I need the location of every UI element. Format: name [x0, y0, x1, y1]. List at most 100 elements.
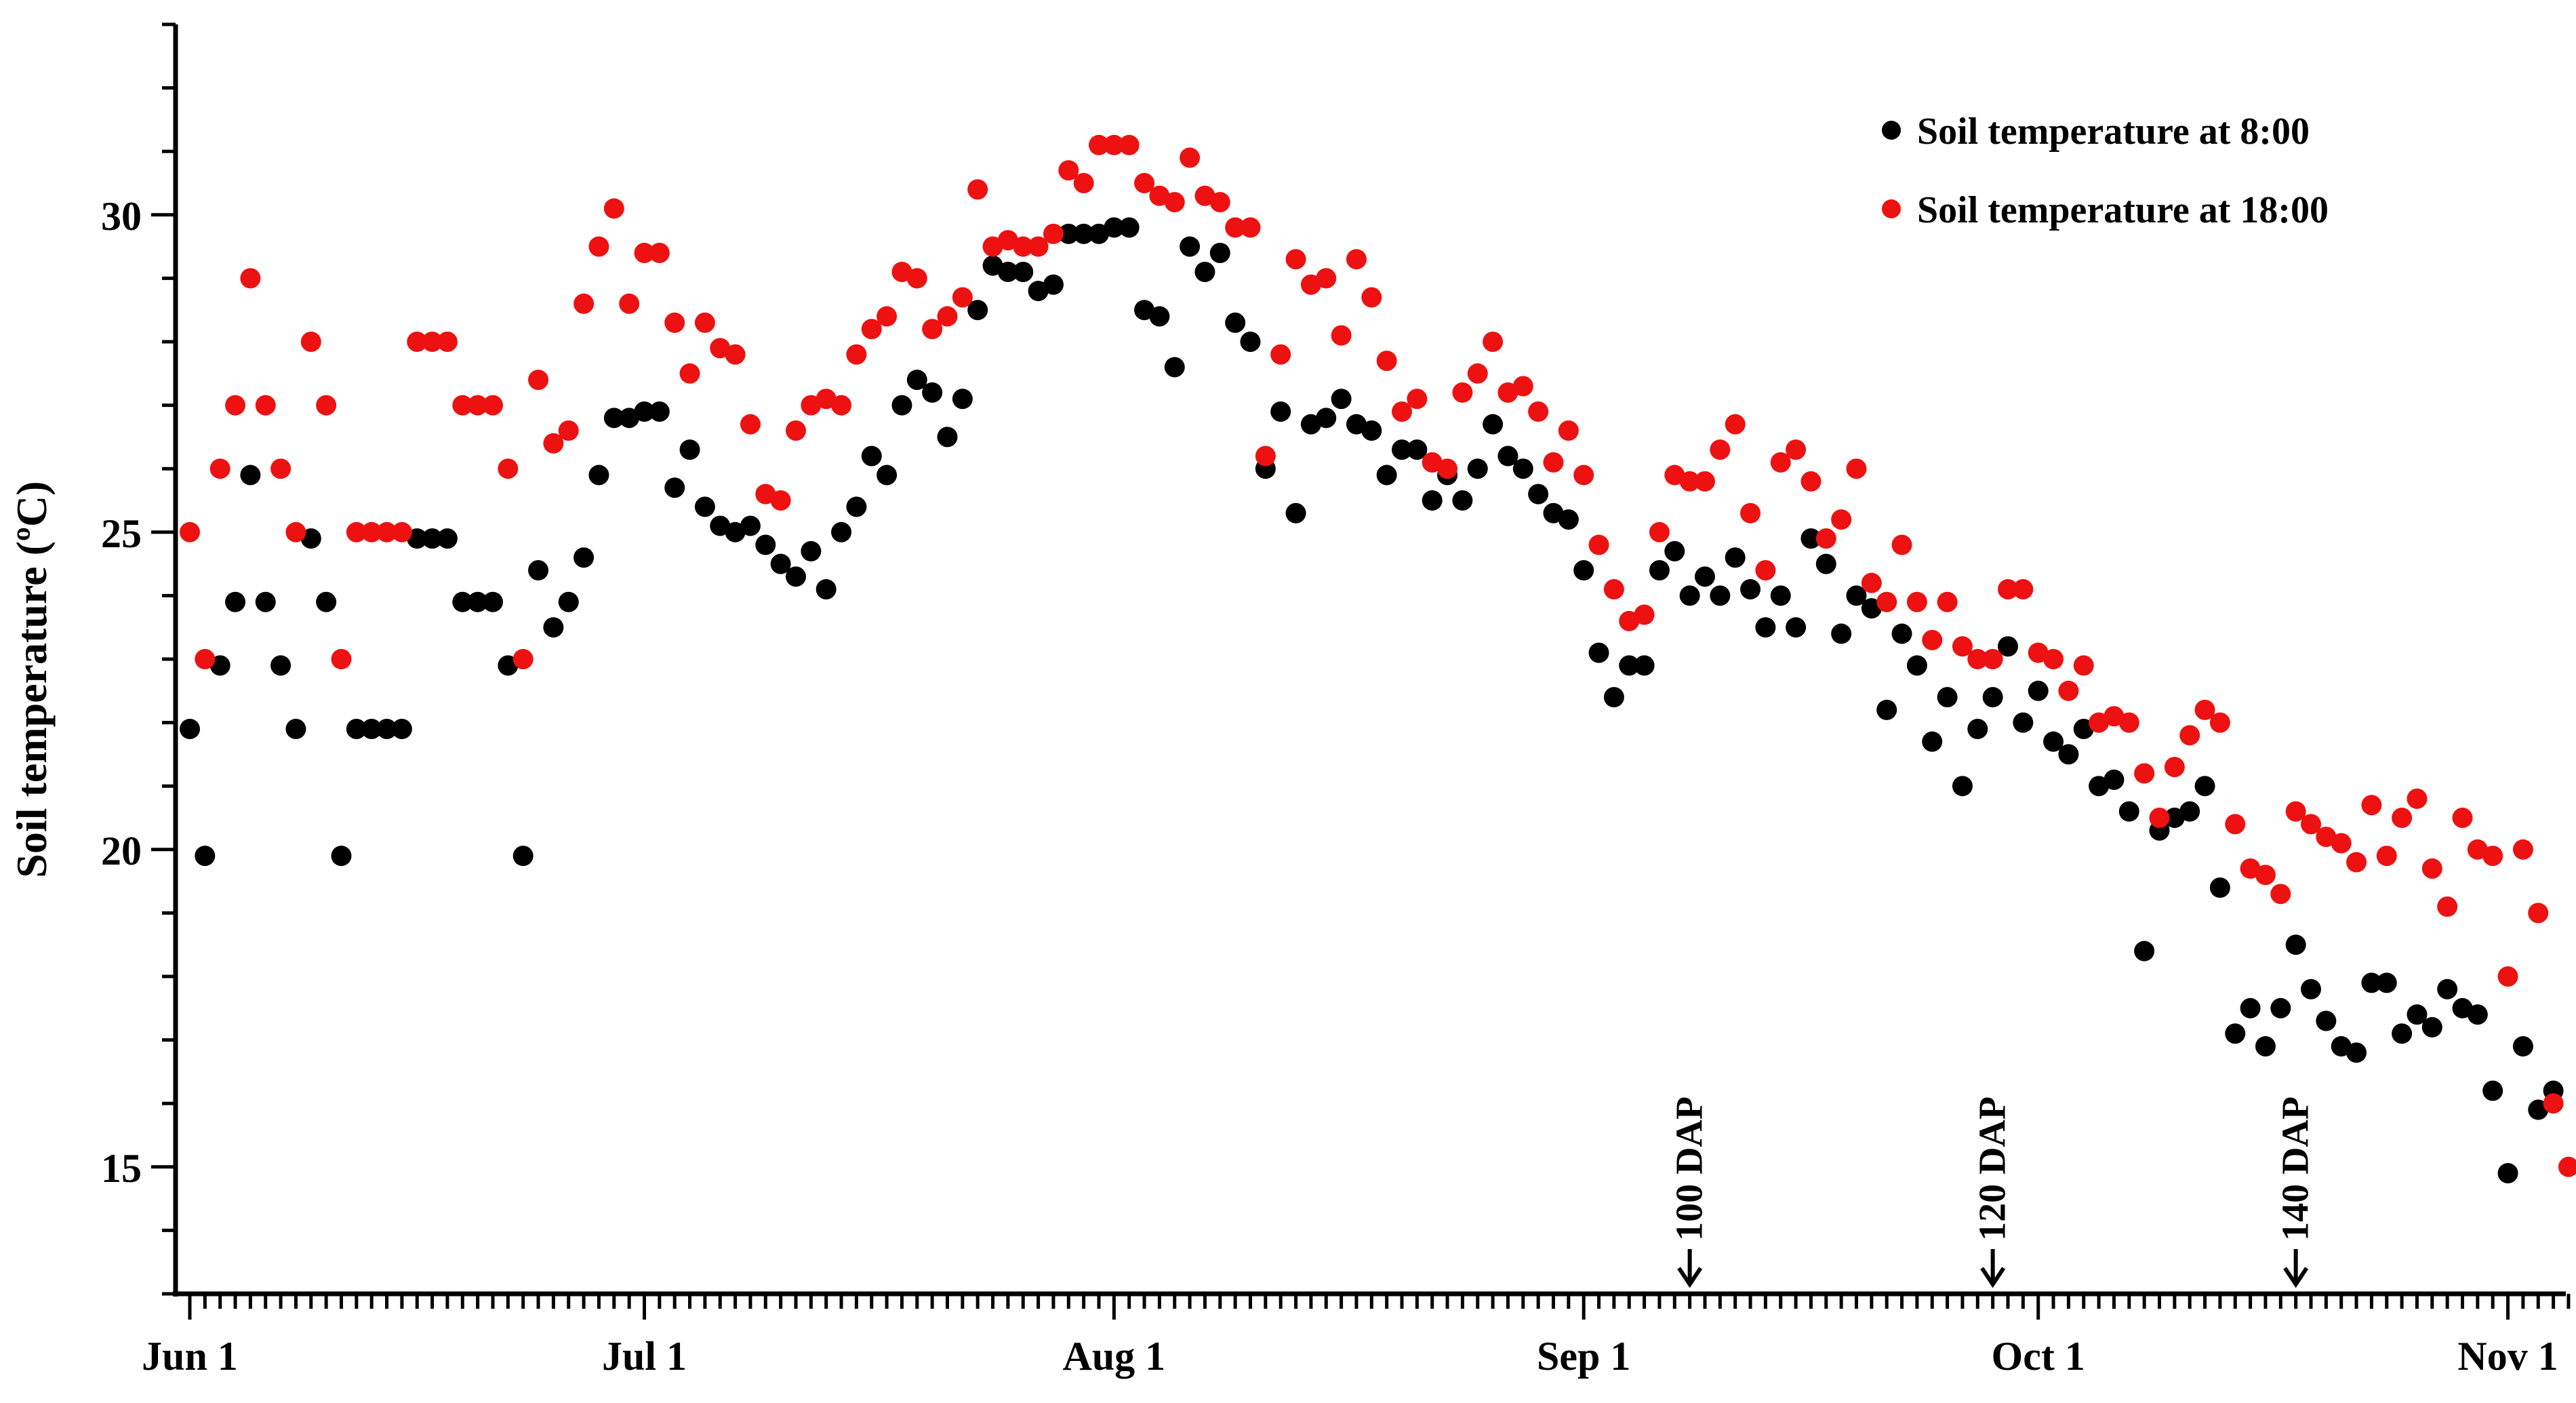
data-point	[2255, 1035, 2276, 1056]
data-point	[1846, 458, 1867, 479]
data-point	[512, 846, 534, 867]
data-point	[967, 300, 988, 321]
data-point	[1786, 439, 1807, 460]
data-point	[1876, 591, 1897, 612]
data-point	[2270, 884, 2291, 905]
data-point	[725, 344, 746, 365]
data-point	[1180, 147, 1201, 168]
data-point	[2285, 801, 2306, 822]
data-point	[1755, 617, 1776, 638]
data-point	[861, 319, 882, 340]
data-point	[437, 528, 458, 549]
data-point	[1710, 439, 1731, 460]
data-point	[2118, 801, 2139, 822]
data-point	[1982, 649, 2003, 669]
data-point	[1967, 718, 1988, 739]
data-point	[195, 649, 216, 669]
data-point	[1906, 591, 1927, 612]
data-point	[2482, 846, 2503, 867]
x-tick-label: Jul 1	[602, 1334, 687, 1379]
dap-annotation: 120 DAP	[1972, 1096, 2014, 1288]
data-point	[2316, 1010, 2337, 1031]
data-point	[1922, 731, 1943, 752]
data-point	[967, 179, 988, 200]
data-point	[255, 591, 276, 612]
data-point	[2421, 1016, 2442, 1038]
data-point	[603, 198, 624, 219]
data-point	[1376, 351, 1397, 372]
data-point	[2209, 712, 2230, 733]
data-point	[1770, 585, 1791, 606]
data-point	[1573, 465, 1594, 486]
data-point	[2467, 1004, 2488, 1025]
data-point	[2392, 808, 2413, 828]
data-point	[1512, 458, 1533, 479]
data-point	[1982, 687, 2003, 708]
data-point	[664, 477, 685, 498]
data-point	[1422, 490, 1443, 511]
data-point	[2164, 757, 2185, 778]
data-point	[831, 521, 852, 542]
data-point	[1755, 559, 1776, 580]
data-point	[316, 395, 337, 416]
data-point	[270, 655, 291, 676]
data-point	[512, 649, 534, 669]
data-point	[1952, 776, 1973, 797]
data-point	[1467, 363, 1488, 384]
data-point	[1119, 134, 1140, 155]
data-point	[1558, 420, 1579, 441]
data-point	[1634, 655, 1655, 676]
data-point	[498, 458, 519, 479]
legend-marker	[1882, 199, 1901, 218]
data-point	[1437, 458, 1458, 479]
data-point	[240, 465, 261, 486]
legend-label: Soil temperature at 8:00	[1917, 111, 2310, 153]
data-point	[1483, 332, 1504, 352]
data-point	[1815, 553, 1836, 574]
data-point	[331, 846, 352, 867]
data-point	[331, 649, 352, 669]
data-point	[1073, 223, 1094, 244]
data-point	[2134, 763, 2155, 784]
data-point	[452, 591, 473, 612]
dap-annotation: 100 DAP	[1669, 1096, 1711, 1288]
data-point	[877, 306, 898, 327]
data-point	[1800, 528, 1822, 549]
data-points	[180, 134, 2576, 1184]
x-tick-label: Aug 1	[1062, 1334, 1165, 1379]
data-point	[801, 540, 822, 561]
data-point	[1255, 446, 1276, 467]
data-point	[1376, 465, 1397, 486]
data-point	[1725, 414, 1746, 435]
data-point	[2240, 997, 2261, 1019]
data-point	[2497, 1163, 2518, 1184]
data-point	[1634, 604, 1655, 625]
data-point	[786, 566, 806, 587]
data-point	[346, 718, 367, 739]
data-point	[1891, 534, 1912, 555]
y-tick-label: 25	[101, 511, 142, 556]
data-point	[952, 389, 973, 410]
data-point	[937, 306, 958, 327]
data-point	[2149, 808, 2170, 828]
data-point	[1695, 471, 1715, 492]
data-point	[558, 420, 579, 441]
data-point	[846, 344, 867, 365]
data-point	[573, 293, 595, 314]
data-point	[2179, 801, 2200, 822]
data-point	[528, 370, 549, 391]
data-point	[1952, 636, 1973, 657]
data-point	[2058, 744, 2079, 765]
data-point	[543, 433, 564, 454]
data-point	[2407, 1004, 2428, 1025]
data-point	[1073, 173, 1094, 193]
data-point	[997, 262, 1018, 283]
x-tick-label: Oct 1	[1992, 1334, 2085, 1379]
data-point	[619, 293, 640, 314]
data-point	[588, 236, 609, 257]
data-point	[1725, 547, 1746, 568]
data-point	[270, 458, 291, 479]
data-point	[649, 242, 670, 263]
data-point	[2407, 788, 2428, 809]
